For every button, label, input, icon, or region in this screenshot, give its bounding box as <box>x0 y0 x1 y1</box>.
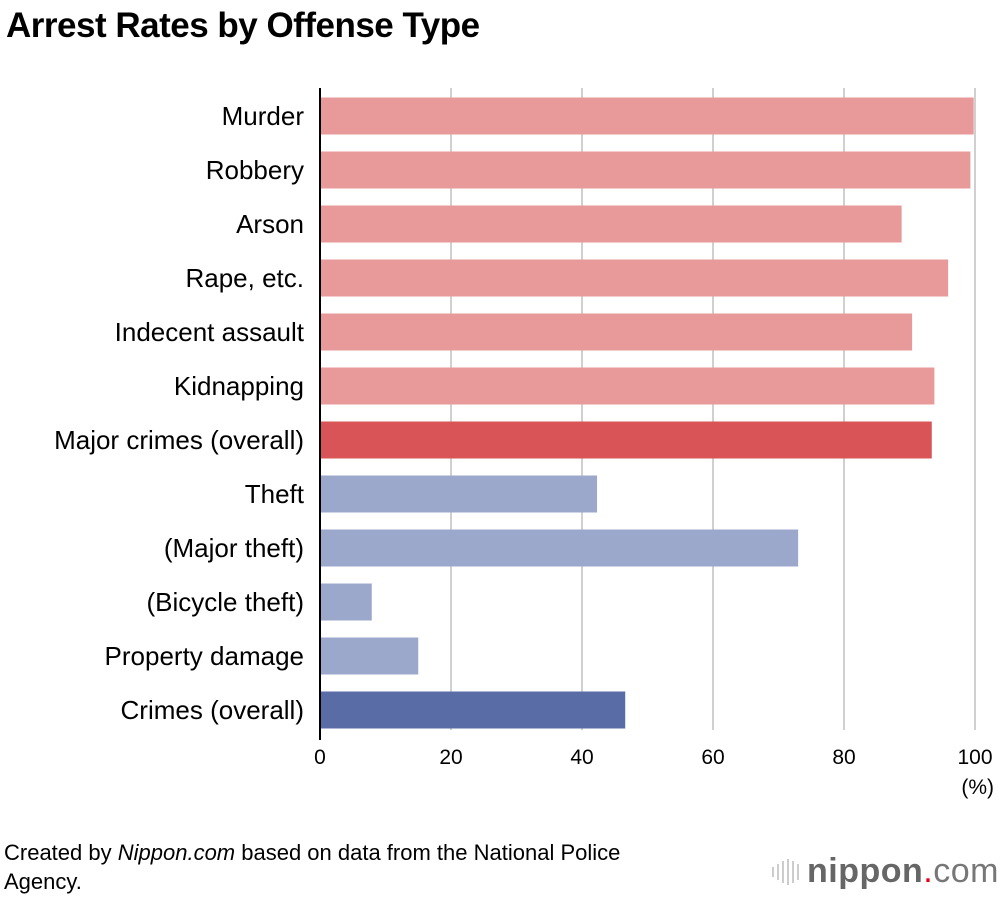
category-label: Robbery <box>206 155 304 185</box>
bar <box>320 151 971 189</box>
logo-dot: . <box>923 852 934 890</box>
x-tick-label: 100 <box>957 746 992 769</box>
category-label: Arson <box>236 209 304 239</box>
logo-name: nippon <box>807 852 924 890</box>
bar <box>320 529 799 567</box>
bar <box>320 475 598 513</box>
category-label: (Bicycle theft) <box>147 587 305 617</box>
category-label: Crimes (overall) <box>121 695 304 725</box>
category-label: (Major theft) <box>164 533 304 563</box>
x-tick-label: 60 <box>701 746 724 769</box>
x-tick-label: 40 <box>570 746 593 769</box>
bar <box>320 259 949 297</box>
category-label: Kidnapping <box>174 371 304 401</box>
bar <box>320 97 974 135</box>
nippon-logo: nippon.com <box>772 852 999 891</box>
bar <box>320 637 419 675</box>
category-label: Major crimes (overall) <box>54 425 304 455</box>
logo-bars-icon <box>772 858 799 885</box>
x-unit-label: (%) <box>961 776 994 799</box>
x-tick-label: 80 <box>832 746 855 769</box>
x-tick-label: 0 <box>314 746 326 769</box>
category-label: Theft <box>245 479 305 509</box>
bar <box>320 583 372 621</box>
bar <box>320 421 932 459</box>
source-note: Created by Nippon.com based on data from… <box>4 838 644 896</box>
category-label: Indecent assault <box>115 317 305 347</box>
bar <box>320 691 626 729</box>
source-brand: Nippon.com <box>117 840 236 865</box>
source-prefix: Created by <box>4 840 118 865</box>
logo-tld: com <box>933 852 999 890</box>
x-tick-label: 20 <box>439 746 462 769</box>
chart-title: Arrest Rates by Offense Type <box>6 6 480 45</box>
category-label: Rape, etc. <box>185 263 304 293</box>
bar <box>320 313 913 351</box>
bar <box>320 367 935 405</box>
source-suffix: based on data from the National Police A… <box>4 840 621 894</box>
bar-chart: 0 20 40 60 80 100 (%) Murder Robbery Arson Rape, e… <box>54 88 994 799</box>
category-label: Property damage <box>105 641 304 671</box>
bar <box>320 205 902 243</box>
category-label: Murder <box>222 101 305 131</box>
